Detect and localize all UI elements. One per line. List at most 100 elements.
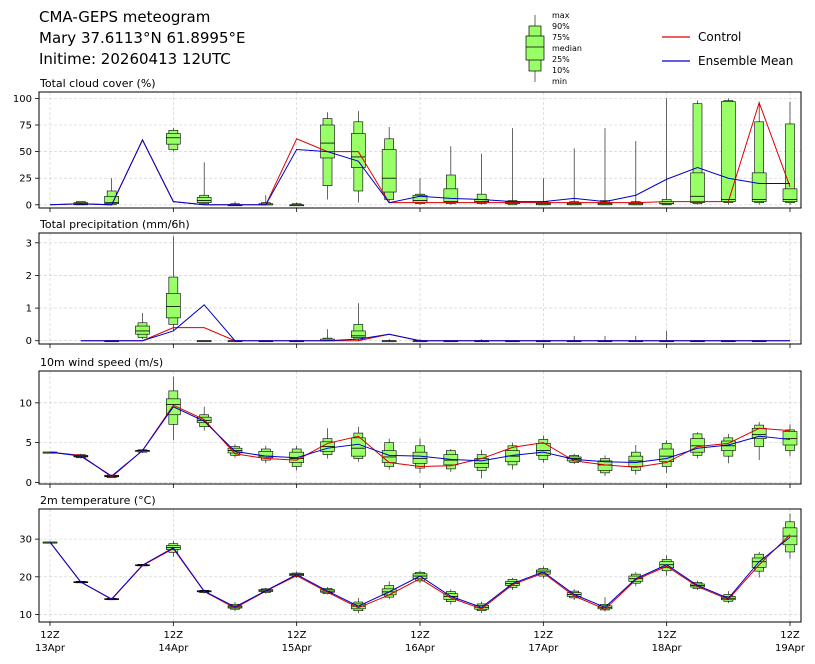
x-tick-label-time: 12Z: [657, 630, 677, 641]
box-mark: [320, 329, 335, 342]
panel-title: 2m temperature (°C): [40, 494, 156, 507]
box-mark: [320, 112, 335, 200]
box-p10-p90: [754, 121, 764, 203]
box-p25-p75: [351, 330, 366, 338]
box-legend-p10: 10%: [552, 66, 570, 75]
box-p25-p75: [381, 149, 397, 193]
series-control-line: [49, 404, 791, 478]
box-legend-max: max: [552, 11, 570, 20]
box-legend-p25: 25%: [552, 55, 570, 64]
panel-2: Total precipitation (mm/6h) 0 1 2 3: [26, 218, 802, 348]
x-tick-label-time: 12Z: [40, 630, 60, 641]
box-mark: [412, 178, 428, 205]
box-mark: [536, 435, 551, 463]
box-mark: [443, 448, 459, 473]
title: CMA-GEPS meteogram: [39, 8, 211, 26]
y-tick-label: 50: [19, 147, 32, 158]
box-mark: [782, 101, 798, 205]
box-p25-p75: [166, 133, 181, 145]
panel-1: Total cloud cover (%) 0 25 50 75 100: [13, 77, 802, 212]
y-tick-label: 1: [26, 304, 32, 315]
x-tick-label-date: 17Apr: [528, 643, 559, 654]
series-mean-line: [80, 304, 790, 342]
box-mark: [166, 128, 181, 152]
box-legend-inner-box: [525, 35, 545, 61]
time-axis-labels: 12Z 13Apr 12Z 14Apr 12Z 15Apr 12Z 16Apr 12Z 17Apr…: [35, 630, 806, 654]
box-p25-p75: [782, 188, 798, 202]
box-p25-p75: [166, 293, 181, 319]
panel-frame: [38, 508, 802, 623]
box-mark: [659, 440, 674, 473]
box-p25-p75: [536, 443, 551, 456]
box-mark: [166, 376, 181, 441]
panel-title: Total cloud cover (%): [39, 77, 156, 90]
box-legend-median-label: median: [552, 44, 582, 53]
box-mark: [474, 153, 489, 205]
x-tick-label-time: 12Z: [410, 630, 430, 641]
y-tick-label: 0: [26, 336, 32, 347]
x-tick-label-time: 12Z: [287, 630, 307, 641]
box-legend-p90: 90%: [552, 22, 570, 31]
y-tick-label: 25: [19, 174, 32, 185]
y-tick-label: 0: [26, 478, 32, 489]
x-tick-label-time: 12Z: [164, 630, 184, 641]
x-tick-label-time: 12Z: [780, 630, 800, 641]
box-mark: [782, 424, 798, 457]
line-legend: Control Ensemble Mean: [662, 30, 793, 68]
x-tick-label-date: 18Apr: [652, 643, 683, 654]
x-tick-label-date: 16Apr: [405, 643, 436, 654]
panel-frame: [38, 232, 802, 345]
y-tick-label: 30: [19, 535, 32, 546]
box-mark: [351, 111, 366, 203]
box-p25-p75: [258, 451, 274, 459]
box-p25-p75: [135, 325, 150, 335]
x-tick-label-date: 15Apr: [282, 643, 313, 654]
box-mark: [381, 127, 397, 203]
y-tick-label: 10: [19, 610, 32, 621]
box-mark: [782, 513, 798, 559]
y-tick-label: 10: [19, 398, 32, 409]
box-mark: [751, 101, 767, 205]
init-time: Initime: 20260413 12UTC: [39, 50, 231, 68]
panel-4: 2m temperature (°C) 10 20 30: [19, 494, 802, 626]
box-mark: [289, 202, 304, 207]
panel-frame: [38, 91, 802, 209]
legend-control-label: Control: [698, 30, 741, 44]
series-mean-line: [49, 406, 791, 477]
box-mark: [721, 98, 736, 205]
box-legend: max 90% 75% median 25% 10% min: [525, 11, 582, 86]
box-mark: [751, 551, 767, 578]
box-mark: [659, 555, 674, 576]
box-mark: [196, 340, 212, 343]
box-mark: [536, 178, 551, 206]
panel-frame: [38, 370, 802, 485]
y-tick-label: 5: [26, 438, 32, 449]
box-mark: [443, 146, 459, 205]
y-tick-label: 3: [26, 238, 32, 249]
panel-title: Total precipitation (mm/6h): [39, 218, 190, 231]
box-mark: [690, 432, 705, 459]
box-mark: [351, 303, 366, 341]
box-p25-p75: [351, 133, 366, 168]
x-tick-label-time: 12Z: [534, 630, 554, 641]
box-legend-p75: 75%: [552, 33, 570, 42]
x-tick-label-date: 13Apr: [35, 643, 66, 654]
box-p25-p75: [690, 172, 705, 203]
box-mark: [659, 330, 674, 343]
box-mark: [505, 128, 520, 206]
box-mark: [258, 445, 274, 464]
box-mark: [566, 148, 582, 206]
legend-mean-label: Ensemble Mean: [698, 54, 793, 68]
series-mean-line: [49, 536, 791, 608]
y-tick-label: 75: [19, 120, 32, 131]
box-p10-p90: [785, 123, 795, 203]
panel-3: 10m wind speed (m/s) 0 5 10: [19, 356, 802, 489]
x-tick-label-date: 19Apr: [775, 643, 806, 654]
x-tick-label-date: 14Apr: [158, 643, 189, 654]
box-p25-p75: [443, 188, 459, 203]
box-mark: [690, 100, 705, 205]
box-p25-p75: [751, 172, 767, 202]
